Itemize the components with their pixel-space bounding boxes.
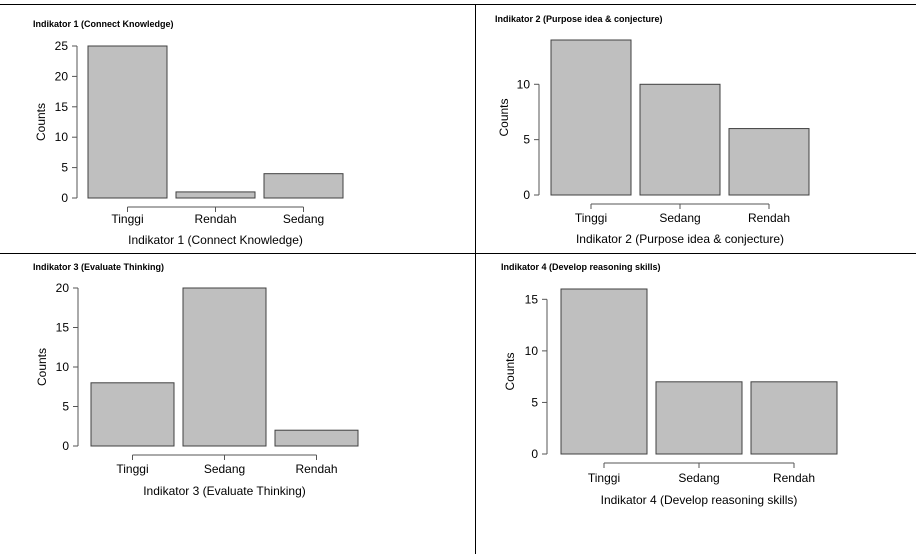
x-tick-label: Rendah <box>748 211 790 225</box>
bar <box>274 429 359 447</box>
y-tick-label: 0 <box>531 447 538 461</box>
grid-top-border <box>0 4 916 5</box>
y-tick-label: 20 <box>55 69 69 83</box>
bar <box>263 173 344 199</box>
bar <box>560 288 648 455</box>
y-tick-label: 5 <box>523 133 530 147</box>
y-tick-label: 10 <box>56 360 70 374</box>
y-axis-title: Counts <box>503 352 517 390</box>
y-tick-label: 15 <box>525 292 539 306</box>
y-tick-label: 25 <box>55 39 69 53</box>
bar <box>90 382 175 447</box>
x-tick-label: Sedang <box>283 212 324 226</box>
bar-chart-4: 0 5 10 15 Counts Tinggi Sedang Rendah Indikator … <box>503 288 838 507</box>
x-tick-label: Sedang <box>204 462 245 476</box>
y-tick-label: 10 <box>55 130 69 144</box>
x-tick-label: Rendah <box>295 462 337 476</box>
y-tick-label: 5 <box>531 395 538 409</box>
chart-panel-3: Indikator 3 (Evaluate Thinking) 0 5 10 15 20… <box>33 262 473 552</box>
x-axis-title: Indikator 2 (Purpose idea & conjecture) <box>576 232 784 246</box>
chart-title: Indikator 2 (Purpose idea & conjecture) <box>495 14 663 24</box>
x-axis-title: Indikator 4 (Develop reasoning skills) <box>601 493 798 507</box>
x-tick-label: Sedang <box>678 471 719 485</box>
y-tick-label: 20 <box>56 281 70 295</box>
chart-title: Indikator 4 (Develop reasoning skills) <box>501 262 661 272</box>
bar-chart-2: 0 5 10 Counts Tinggi Sedang Rendah Indikator 2 … <box>497 39 810 246</box>
y-tick-label: 0 <box>523 188 530 202</box>
y-tick-label: 10 <box>525 344 539 358</box>
bar <box>728 128 810 196</box>
y-tick-label: 15 <box>55 100 69 114</box>
bar-chart-1: 0 5 10 15 20 25 Counts Tinggi Rendah Sedang Indika… <box>34 39 344 247</box>
y-tick-label: 5 <box>61 161 68 175</box>
y-axis-title: Counts <box>35 348 49 386</box>
y-tick-label: 5 <box>62 400 69 414</box>
bar <box>750 381 838 455</box>
x-axis-title: Indikator 1 (Connect Knowledge) <box>128 233 303 247</box>
y-tick-label: 10 <box>517 77 531 91</box>
bar <box>550 39 632 196</box>
x-tick-label: Rendah <box>773 471 815 485</box>
bar <box>175 191 256 199</box>
bar <box>87 45 168 199</box>
grid-center-divider <box>475 4 476 554</box>
chart-title: Indikator 3 (Evaluate Thinking) <box>33 262 165 272</box>
y-axis-title: Counts <box>34 103 48 141</box>
y-tick-label: 0 <box>61 191 68 205</box>
x-tick-label: Tinggi <box>116 462 148 476</box>
x-tick-label: Sedang <box>659 211 700 225</box>
x-axis-title: Indikator 3 (Evaluate Thinking) <box>143 484 306 498</box>
grid-middle-border <box>0 253 916 254</box>
bar <box>182 287 267 447</box>
bar <box>655 381 743 455</box>
chart-panel-1: Indikator 1 (Connect Knowledge) 0 5 10 15 20… <box>33 19 473 251</box>
x-tick-label: Tinggi <box>111 212 143 226</box>
bar-chart-3: 0 5 10 15 20 Counts Tinggi Sedang Rendah Indikato… <box>35 281 359 498</box>
x-tick-label: Tinggi <box>575 211 607 225</box>
y-axis-title: Counts <box>497 98 511 136</box>
y-tick-label: 15 <box>56 321 70 335</box>
x-tick-label: Tinggi <box>588 471 620 485</box>
chart-panel-2: Indikator 2 (Purpose idea & conjecture) … <box>495 14 915 251</box>
chart-title: Indikator 1 (Connect Knowledge) <box>33 19 174 29</box>
bar <box>639 83 721 196</box>
chart-panel-4: Indikator 4 (Develop reasoning skills) 0… <box>501 262 914 552</box>
x-tick-label: Rendah <box>194 212 236 226</box>
y-tick-label: 0 <box>62 439 69 453</box>
